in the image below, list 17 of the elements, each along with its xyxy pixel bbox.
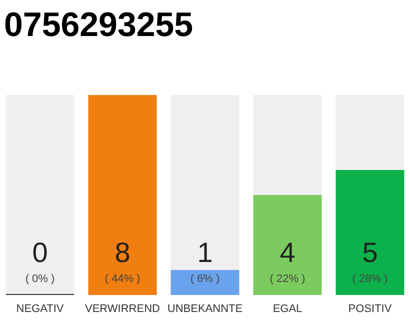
bar bbox=[170, 270, 240, 295]
annotation: ( 28% ) bbox=[352, 273, 388, 285]
x-tick-label: POSITIV bbox=[348, 303, 392, 315]
data-label: 0 bbox=[32, 237, 48, 268]
x-tick-label: VERWIRREND bbox=[85, 303, 160, 315]
data-label: 1 bbox=[197, 237, 213, 268]
x-tick-label: UNBEKANNTE bbox=[167, 303, 243, 315]
x-tick-label: NEGATIV bbox=[16, 303, 64, 315]
annotation: ( 44% ) bbox=[104, 273, 140, 285]
data-label: 5 bbox=[362, 237, 378, 268]
annotation: ( 6% ) bbox=[190, 273, 220, 285]
x-tick-label: EGAL bbox=[272, 303, 302, 315]
annotation: ( 0% ) bbox=[25, 273, 55, 285]
data-label: 4 bbox=[280, 237, 296, 268]
chart-title: 0756293255 bbox=[4, 6, 194, 44]
data-label: 8 bbox=[114, 237, 130, 268]
annotation: ( 22% ) bbox=[270, 273, 306, 285]
